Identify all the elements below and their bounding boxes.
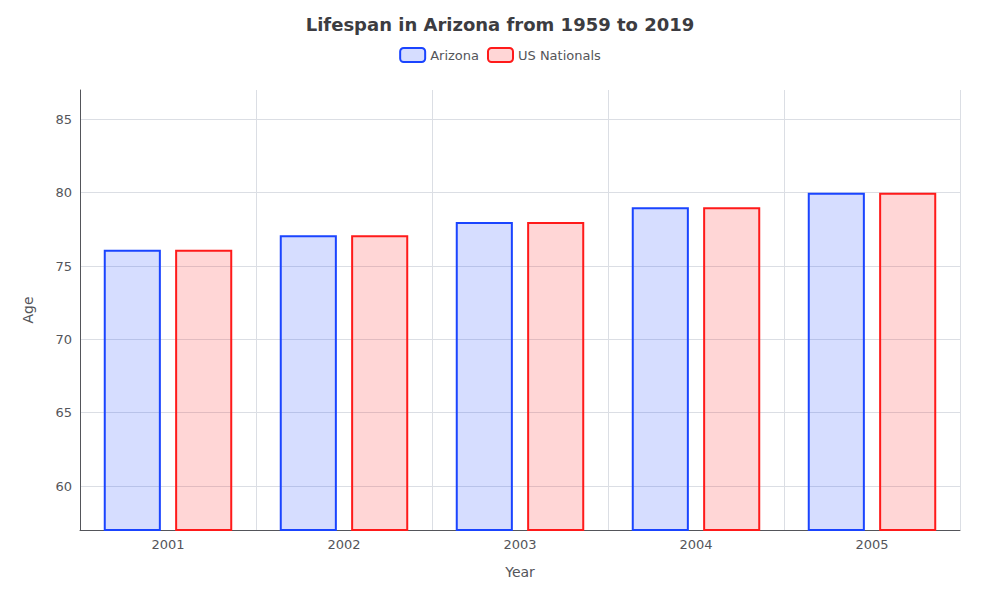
svg-text:Arizona: Arizona bbox=[430, 48, 479, 63]
svg-text:75: 75 bbox=[55, 259, 72, 274]
svg-text:Lifespan in Arizona from 1959: Lifespan in Arizona from 1959 to 2019 bbox=[306, 14, 695, 35]
svg-text:65: 65 bbox=[55, 405, 72, 420]
svg-text:80: 80 bbox=[55, 185, 72, 200]
svg-text:2003: 2003 bbox=[503, 537, 536, 552]
svg-text:US Nationals: US Nationals bbox=[518, 48, 601, 63]
svg-text:85: 85 bbox=[55, 112, 72, 127]
svg-text:60: 60 bbox=[55, 479, 72, 494]
svg-text:2005: 2005 bbox=[855, 537, 888, 552]
svg-text:Year: Year bbox=[504, 564, 535, 580]
svg-text:70: 70 bbox=[55, 332, 72, 347]
svg-text:Age: Age bbox=[20, 296, 36, 323]
svg-text:2002: 2002 bbox=[327, 537, 360, 552]
svg-text:2001: 2001 bbox=[151, 537, 184, 552]
svg-text:2004: 2004 bbox=[679, 537, 712, 552]
